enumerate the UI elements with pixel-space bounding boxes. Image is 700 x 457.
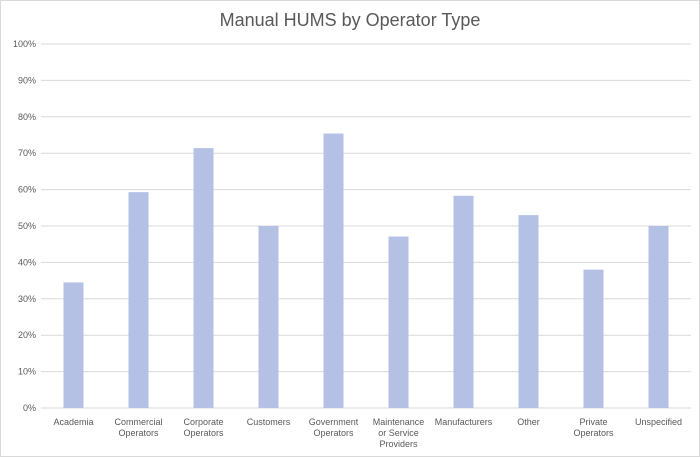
bar [258,226,279,408]
x-tick-label: Manufacturers [435,417,493,427]
x-tick-label: Unspecified [635,417,682,427]
x-tick-label-line: Customers [247,417,291,427]
x-tick-label-line: Operators [183,428,224,438]
y-tick-label: 50% [18,221,36,231]
x-tick-label: Corporate Operators [183,417,224,438]
y-tick-label: 20% [18,330,36,340]
bar [648,226,669,408]
x-tick-label-line: Corporate [183,417,223,427]
bar [518,215,539,408]
x-tick-label: Other [517,417,540,427]
x-tick-label-line: Operators [573,428,614,438]
y-tick-label: 100% [13,39,36,49]
bar [453,195,474,408]
x-tick-label-line: Operators [118,428,159,438]
y-tick-label: 40% [18,257,36,267]
y-axis-ticks: 0% 10% 20% 30% 40% 50% 60% 70% 80% 90% 100% [13,39,36,413]
bar [128,192,149,408]
x-tick-label-line: Operators [313,428,354,438]
x-tick-label: Government Operators [309,417,359,438]
bar [63,282,84,408]
x-tick-label-line: Commercial [114,417,162,427]
x-tick-label: Private Operators [573,417,614,438]
x-tick-label-line: or Service [378,428,419,438]
x-tick-label-line: Providers [379,439,418,449]
x-tick-label: Commercial Operators [114,417,162,438]
y-tick-label: 70% [18,148,36,158]
x-tick-label-line: Private [579,417,607,427]
x-tick-label-line: Government [309,417,359,427]
x-tick-label: Academia [53,417,93,427]
y-tick-label: 0% [23,403,36,413]
y-tick-label: 90% [18,75,36,85]
x-tick-label: Maintenance or Service Providers [373,417,425,449]
bar [323,133,344,408]
bar [583,269,604,408]
bar [193,148,214,408]
bar [388,236,409,408]
x-tick-label-line: Academia [53,417,93,427]
x-tick-label-line: Other [517,417,540,427]
x-tick-label: Customers [247,417,291,427]
x-tick-label-line: Unspecified [635,417,682,427]
bars [63,133,669,408]
y-tick-label: 80% [18,112,36,122]
grid-lines [41,43,691,409]
y-tick-label: 60% [18,185,36,195]
y-tick-label: 10% [18,367,36,377]
x-tick-label-line: Manufacturers [435,417,493,427]
x-tick-label-line: Maintenance [373,417,425,427]
y-tick-label: 30% [18,294,36,304]
chart-title: Manual HUMS by Operator Type [219,10,481,30]
